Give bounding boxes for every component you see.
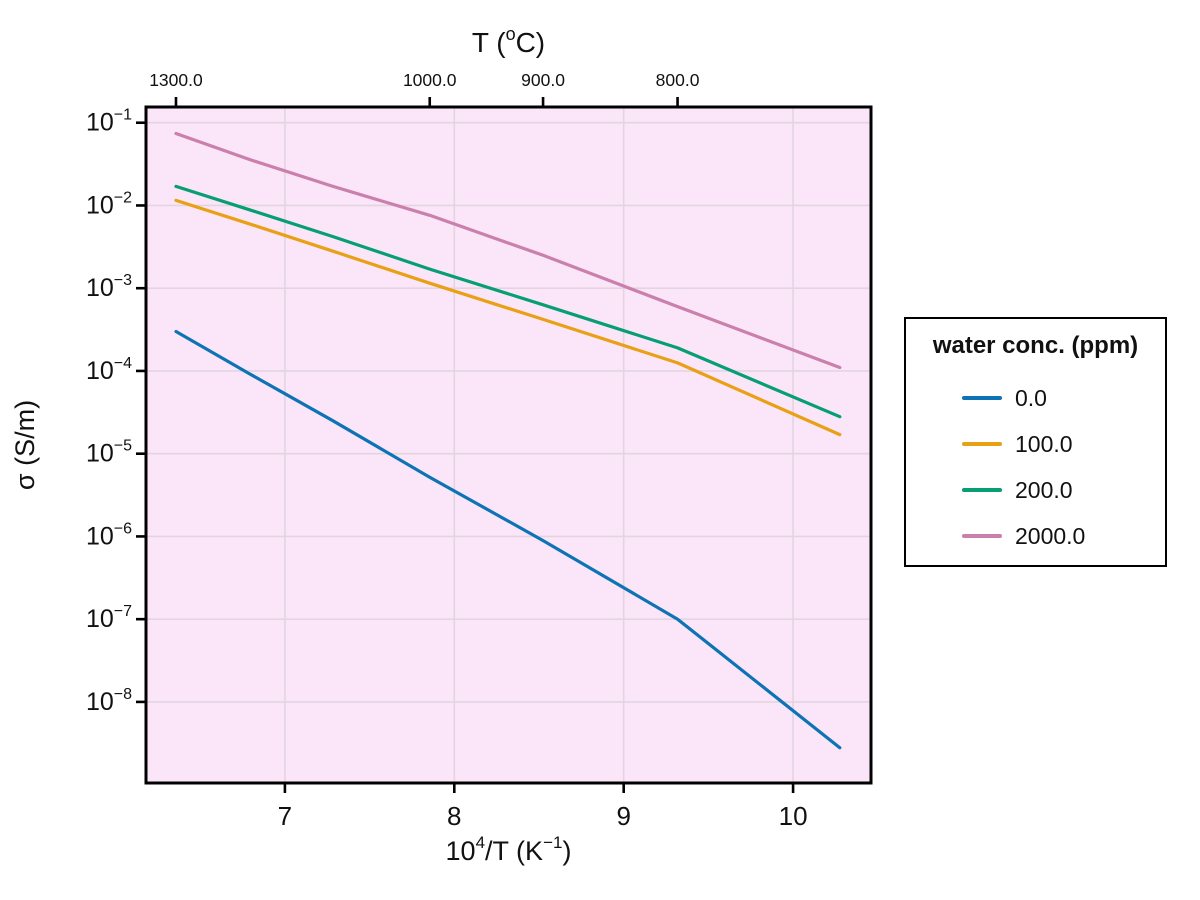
plot-area <box>146 107 871 783</box>
x-axis-title: 104/T (K−1) <box>446 833 572 866</box>
legend: water conc. (ppm) 0.0 100.0 200.0 2000.0 <box>904 317 1167 567</box>
x-tick-label: 10 <box>779 801 808 831</box>
legend-label: 200.0 <box>1015 476 1073 503</box>
legend-label: 0.0 <box>1015 384 1047 411</box>
x-tick-label: 7 <box>278 801 292 831</box>
series-line-200.0ppm <box>174 184 842 419</box>
top-tick-label: 800.0 <box>656 70 700 90</box>
top-tick-label: 900.0 <box>521 70 565 90</box>
y-tick-label: 10−7 <box>86 603 132 633</box>
legend-label: 2000.0 <box>1015 522 1086 549</box>
legend-entry-100ppm: 100.0 <box>962 429 1073 459</box>
series-line-0.0ppm <box>174 329 842 750</box>
y-tick-label: 10−1 <box>86 107 132 137</box>
y-axis-title: σ (S/m) <box>10 400 40 490</box>
legend-entry-200ppm: 200.0 <box>962 475 1073 505</box>
legend-entry-0ppm: 0.0 <box>962 383 1047 413</box>
series-line-2000.0ppm <box>174 131 842 370</box>
top-tick-label: 1000.0 <box>403 70 457 90</box>
x-tick-label: 9 <box>616 801 630 831</box>
legend-swatch-pink-icon <box>962 534 1002 538</box>
x-tick-label: 8 <box>447 801 461 831</box>
top-axis-title: T (oC) <box>472 24 545 58</box>
y-tick-label: 10−6 <box>86 520 132 550</box>
axes-spines <box>144 105 873 785</box>
y-tick-label: 10−2 <box>86 189 132 219</box>
y-tick-label: 10−3 <box>86 272 132 302</box>
series-line-100.0ppm <box>174 198 842 437</box>
legend-swatch-blue-icon <box>962 396 1002 400</box>
legend-swatch-green-icon <box>962 488 1002 492</box>
legend-entry-2000ppm: 2000.0 <box>962 521 1085 551</box>
legend-label: 100.0 <box>1015 430 1073 457</box>
legend-title: water conc. (ppm) <box>932 332 1139 359</box>
top-tick-label: 1300.0 <box>149 70 203 90</box>
legend-swatch-orange-icon <box>962 442 1002 446</box>
y-tick-label: 10−4 <box>86 355 132 385</box>
y-tick-label: 10−8 <box>86 686 132 716</box>
y-tick-label: 10−5 <box>86 438 132 468</box>
